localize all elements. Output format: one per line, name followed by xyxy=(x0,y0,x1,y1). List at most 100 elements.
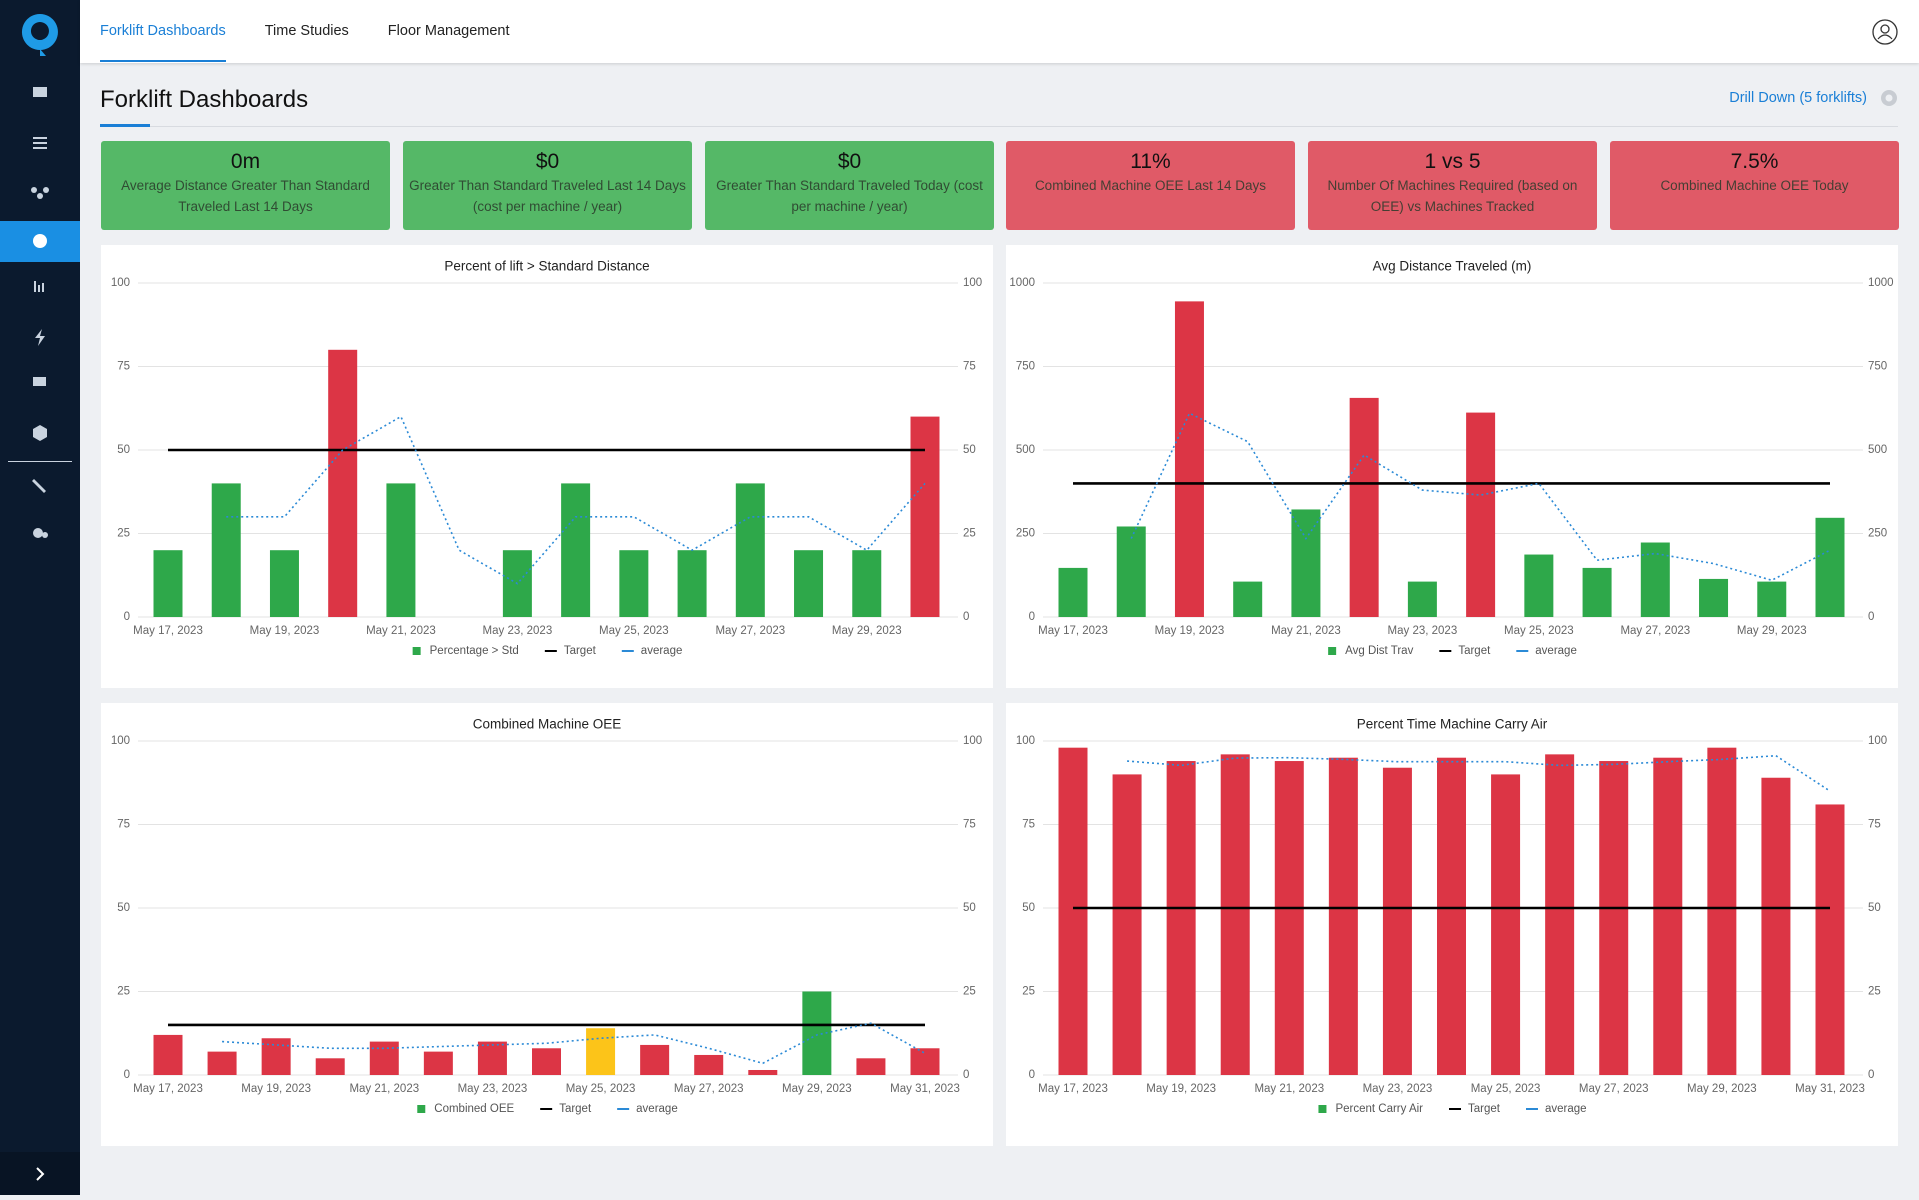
y-tick-label: 1000 xyxy=(1009,277,1035,289)
y2-tick-label: 100 xyxy=(963,735,982,747)
y2-tick-label: 750 xyxy=(1868,361,1887,373)
y2-tick-label: 50 xyxy=(1868,902,1881,914)
logo-tip xyxy=(40,49,46,56)
y2-tick-label: 25 xyxy=(963,986,976,998)
chart-title: Percent Time Machine Carry Air xyxy=(1357,717,1548,732)
nav-tab[interactable]: Floor Management xyxy=(387,23,510,39)
kpi-card: $0 Greater Than Standard Traveled Last 14… xyxy=(403,141,692,230)
bar xyxy=(1545,754,1575,1075)
kpi-card: 11% Combined Machine OEE Last 14 Days xyxy=(1006,141,1295,230)
y-tick-label: 0 xyxy=(124,1069,130,1081)
bar xyxy=(735,483,765,617)
legend-label: average xyxy=(1535,645,1577,657)
nav-icon[interactable] xyxy=(33,137,47,139)
y2-tick-label: 25 xyxy=(963,528,976,540)
kpi-label: Greater Than Standard Traveled Today (co… xyxy=(716,178,983,214)
y-tick-label: 75 xyxy=(117,819,130,831)
y-tick-label: 500 xyxy=(1016,444,1035,456)
sidebar-separator xyxy=(8,461,72,462)
nav-icon[interactable] xyxy=(35,329,45,346)
x-tick-label: May 29, 2023 xyxy=(782,1083,852,1095)
nav-icon[interactable] xyxy=(43,187,49,193)
kpi-value: $0 xyxy=(535,150,560,173)
y2-tick-label: 50 xyxy=(963,902,976,914)
nav-icon[interactable] xyxy=(33,142,47,144)
bar xyxy=(586,1028,616,1075)
chart-panel: Combined Machine OEE 0 25 50 75 100 0 25 50 75 100… xyxy=(101,703,993,1146)
x-tick-label: May 21, 2023 xyxy=(1254,1083,1324,1095)
user-icon[interactable] xyxy=(1870,17,1900,47)
nav-icon[interactable] xyxy=(33,147,47,149)
y-tick-label: 25 xyxy=(1022,986,1035,998)
nav-icon[interactable] xyxy=(32,479,46,493)
y-tick-label: 750 xyxy=(1016,361,1035,373)
bar xyxy=(856,1058,886,1075)
nav-icon[interactable] xyxy=(33,377,46,386)
kpi-card: 1 vs 5 Number Of Machines Required (based… xyxy=(1308,141,1597,230)
bar xyxy=(1382,767,1412,1075)
nav-icon[interactable] xyxy=(34,281,36,292)
nav-icon[interactable] xyxy=(38,285,40,292)
kpi-value: 0m xyxy=(230,150,261,173)
legend: Avg Dist Trav Target average xyxy=(1328,645,1577,657)
y2-tick-label: 1000 xyxy=(1868,277,1894,289)
bar xyxy=(328,349,358,617)
nav-icon[interactable] xyxy=(42,532,48,538)
y2-tick-label: 100 xyxy=(1868,735,1887,747)
bar xyxy=(1112,774,1142,1075)
nav-icon[interactable] xyxy=(33,87,47,97)
x-tick-label: May 25, 2023 xyxy=(1471,1083,1541,1095)
nav-icon[interactable] xyxy=(33,528,43,538)
x-tick-label: May 19, 2023 xyxy=(1155,625,1225,637)
bar xyxy=(1640,542,1670,617)
bar xyxy=(1116,526,1146,617)
nav-icon[interactable] xyxy=(33,425,47,441)
title-underline xyxy=(100,124,150,127)
chart-title: Combined Machine OEE xyxy=(473,717,622,732)
bar xyxy=(1174,301,1204,617)
nav-icon[interactable] xyxy=(31,187,37,193)
legend-label: Percent Carry Air xyxy=(1335,1103,1423,1115)
nav-icon[interactable] xyxy=(33,234,47,248)
average-line xyxy=(222,1022,926,1065)
nav-icon[interactable] xyxy=(37,193,43,199)
bar xyxy=(1166,761,1196,1075)
bar xyxy=(1466,412,1496,617)
legend-label: Target xyxy=(1468,1103,1501,1115)
nav-icon[interactable] xyxy=(42,283,44,292)
sidebar-footer xyxy=(0,1152,80,1195)
expand-icon[interactable] xyxy=(36,1167,45,1181)
x-tick-label: May 23, 2023 xyxy=(458,1083,528,1095)
nav-tab[interactable]: Forklift Dashboards xyxy=(100,0,226,63)
chart: Percent of lift > Standard Distance 0 25 50… xyxy=(111,259,982,657)
kpi-value: 1 vs 5 xyxy=(1424,150,1481,173)
legend-label: Combined OEE xyxy=(434,1103,514,1115)
average-line xyxy=(1127,754,1831,792)
x-tick-label: May 31, 2023 xyxy=(890,1083,960,1095)
x-tick-label: May 23, 2023 xyxy=(1363,1083,1433,1095)
settings-icon[interactable] xyxy=(1878,87,1900,109)
legend: Percentage > Std Target average xyxy=(412,645,682,657)
bar xyxy=(640,1044,670,1075)
y2-tick-label: 75 xyxy=(1868,819,1881,831)
bar xyxy=(748,1069,778,1075)
legend-label: Avg Dist Trav xyxy=(1345,645,1413,657)
x-tick-label: May 23, 2023 xyxy=(483,625,553,637)
bar xyxy=(910,416,940,617)
bar xyxy=(1707,747,1737,1075)
kpi-value: 7.5% xyxy=(1730,150,1779,173)
kpi-label: Number Of Machines Required (based on OE… xyxy=(1327,178,1578,214)
bar xyxy=(1524,554,1554,617)
drill-down-link[interactable]: Drill Down (5 forklifts) xyxy=(1729,90,1867,106)
x-tick-label: May 17, 2023 xyxy=(133,1083,203,1095)
y2-tick-label: 0 xyxy=(963,611,969,623)
nav-tab[interactable]: Time Studies xyxy=(264,23,349,39)
bar xyxy=(207,1051,237,1075)
legend-label: Target xyxy=(559,1103,592,1115)
legend-label: average xyxy=(636,1103,678,1115)
bar xyxy=(1653,757,1683,1075)
x-tick-label: May 21, 2023 xyxy=(366,625,436,637)
kpi-label: Average Distance Greater Than Standard T… xyxy=(121,178,370,214)
legend-label: average xyxy=(1545,1103,1587,1115)
